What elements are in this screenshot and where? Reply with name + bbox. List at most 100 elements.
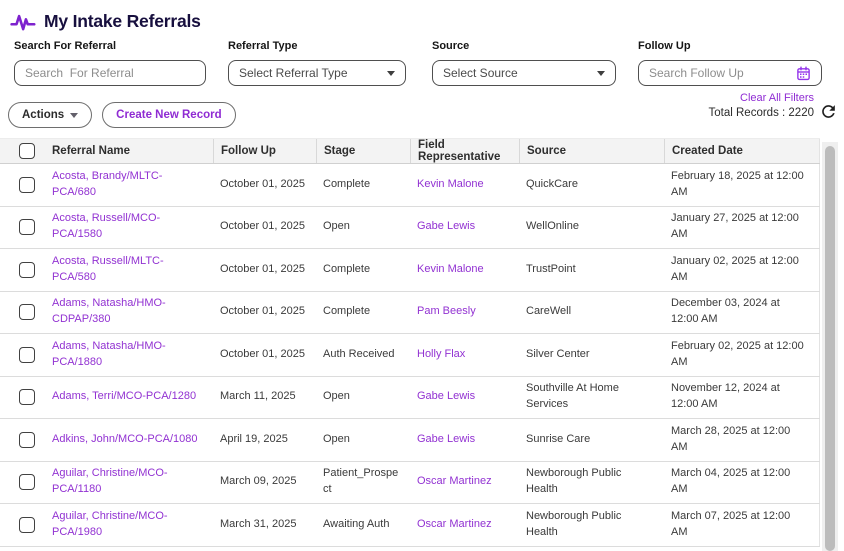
field-representative-link[interactable]: Gabe Lewis: [417, 432, 476, 445]
follow-up-cell: March 11, 2025: [220, 390, 296, 403]
table-row: Aguilar, Christine/MCO-PCA/1180 March 09…: [0, 461, 820, 504]
referral-type-label: Referral Type: [228, 40, 298, 52]
search-referral-label: Search For Referral: [14, 40, 117, 52]
table-row: Adams, Natasha/HMO-PCA/1880 October 01, …: [0, 334, 820, 377]
field-representative-link[interactable]: Kevin Malone: [417, 262, 484, 275]
source-label: Source: [432, 40, 470, 52]
created-date-cell: March 04, 2025 at 12:00 AM: [664, 461, 820, 503]
row-checkbox[interactable]: [19, 304, 35, 321]
created-date-cell: February 02, 2025 at 12:00 AM: [664, 334, 820, 376]
table-row: Acosta, Russell/MLTC-PCA/580 October 01,…: [0, 249, 820, 292]
field-representative-link[interactable]: Gabe Lewis: [417, 390, 476, 403]
filter-bar: Search For Referral Referral Type Select…: [0, 40, 844, 86]
follow-up-input[interactable]: [649, 66, 796, 80]
follow-up-cell: October 01, 2025: [220, 220, 306, 233]
column-header-field-representative[interactable]: Field Representative: [410, 139, 519, 163]
total-records-text: Total Records : 2220: [708, 107, 814, 119]
referral-type-value: Select Referral Type: [239, 66, 348, 80]
actions-button[interactable]: Actions: [8, 102, 93, 128]
follow-up-cell: October 01, 2025: [220, 262, 306, 275]
create-new-record-button[interactable]: Create New Record: [102, 102, 236, 128]
filter-referral-type: Referral Type Select Referral Type: [228, 40, 406, 86]
stage-cell: Auth Received: [323, 347, 395, 360]
referral-name-link[interactable]: Aguilar, Christine/MCO-PCA/1180: [52, 467, 168, 496]
row-checkbox[interactable]: [19, 389, 35, 406]
row-checkbox[interactable]: [19, 474, 35, 491]
row-checkbox[interactable]: [19, 346, 35, 363]
stage-cell: Open: [323, 432, 350, 445]
field-representative-link[interactable]: Oscar Martinez: [417, 475, 492, 488]
source-cell: QuickCare: [526, 177, 578, 190]
source-value: Select Source: [443, 66, 518, 80]
stage-cell: Open: [323, 220, 350, 233]
field-representative-link[interactable]: Gabe Lewis: [417, 220, 476, 233]
referral-name-link[interactable]: Aguilar, Christine/MCO-PCA/1980: [52, 509, 168, 538]
top-bar: My Intake Referrals: [0, 0, 844, 34]
row-checkbox[interactable]: [19, 431, 35, 448]
row-checkbox[interactable]: [19, 516, 35, 533]
source-cell: TrustPoint: [526, 262, 576, 275]
actions-button-label: Actions: [22, 109, 65, 121]
stage-cell: Complete: [323, 177, 371, 190]
stage-cell: Complete: [323, 305, 371, 318]
source-cell: Sunrise Care: [526, 432, 591, 445]
refresh-icon[interactable]: [819, 102, 838, 121]
chevron-down-icon: [70, 112, 79, 118]
column-header-follow-up[interactable]: Follow Up: [213, 139, 316, 163]
filter-follow-up: Follow Up: [638, 40, 822, 86]
column-header-stage[interactable]: Stage: [316, 139, 410, 163]
created-date-cell: March 28, 2025 at 12:00 AM: [664, 419, 820, 461]
field-representative-link[interactable]: Kevin Malone: [417, 177, 484, 190]
create-new-record-label: Create New Record: [116, 109, 222, 121]
row-checkbox[interactable]: [19, 261, 35, 278]
referral-name-link[interactable]: Adkins, John/MCO-PCA/1080: [52, 432, 198, 445]
created-date-cell: December 03, 2024 at 12:00 AM: [664, 291, 820, 333]
select-all-checkbox[interactable]: [19, 143, 35, 159]
scrollbar-thumb[interactable]: [825, 146, 835, 551]
referrals-table: Referral Name Follow Up Stage Field Repr…: [0, 138, 820, 547]
source-cell: Silver Center: [526, 347, 590, 360]
column-header-created-date[interactable]: Created Date: [664, 139, 820, 163]
referral-type-select[interactable]: Select Referral Type: [228, 60, 406, 86]
toolbar-row: Actions Create New Record Clear All Filt…: [0, 86, 844, 128]
field-representative-link[interactable]: Holly Flax: [417, 347, 466, 360]
source-cell: Newborough Public Health: [526, 467, 622, 496]
follow-up-label: Follow Up: [638, 40, 691, 52]
field-representative-link[interactable]: Oscar Martinez: [417, 517, 492, 530]
referral-name-link[interactable]: Adams, Terri/MCO-PCA/1280: [52, 390, 197, 403]
table-row: Adams, Natasha/HMO-CDPAP/380 October 01,…: [0, 291, 820, 334]
vertical-scrollbar[interactable]: [822, 142, 838, 551]
field-representative-link[interactable]: Pam Beesly: [417, 305, 476, 318]
source-cell: Southville At Home Services: [526, 382, 619, 411]
referral-name-link[interactable]: Acosta, Russell/MCO-PCA/1580: [52, 212, 161, 241]
row-checkbox[interactable]: [19, 176, 35, 193]
referral-name-link[interactable]: Adams, Natasha/HMO-CDPAP/380: [52, 297, 166, 326]
source-cell: WellOnline: [526, 220, 579, 233]
filter-source: Source Select Source: [432, 40, 616, 86]
created-date-cell: February 18, 2025 at 12:00 AM: [664, 164, 820, 206]
stage-cell: Complete: [323, 262, 371, 275]
clear-all-filters-link[interactable]: Clear All Filters: [740, 92, 814, 104]
table-row: Acosta, Russell/MCO-PCA/1580 October 01,…: [0, 206, 820, 249]
stage-cell: Open: [323, 390, 350, 403]
referral-name-link[interactable]: Acosta, Brandy/MLTC-PCA/680: [52, 169, 163, 198]
column-header-referral-name[interactable]: Referral Name: [52, 145, 130, 157]
referral-name-link[interactable]: Acosta, Russell/MLTC-PCA/580: [52, 254, 164, 283]
search-referral-input[interactable]: [25, 66, 195, 80]
created-date-cell: November 12, 2024 at 12:00 AM: [664, 376, 820, 418]
stage-cell: Awaiting Auth: [323, 517, 390, 530]
chevron-down-icon: [597, 70, 605, 76]
column-header-source[interactable]: Source: [519, 139, 664, 163]
source-select[interactable]: Select Source: [432, 60, 616, 86]
page-title: My Intake Referrals: [44, 10, 201, 31]
filter-search-referral: Search For Referral: [14, 40, 206, 86]
source-cell: CareWell: [526, 305, 572, 318]
follow-up-cell: October 01, 2025: [220, 305, 306, 318]
row-checkbox[interactable]: [19, 219, 35, 236]
table-header-row: Referral Name Follow Up Stage Field Repr…: [0, 138, 820, 164]
calendar-icon[interactable]: [796, 65, 811, 81]
table-row: Acosta, Brandy/MLTC-PCA/680 October 01, …: [0, 164, 820, 207]
follow-up-cell: October 01, 2025: [220, 347, 306, 360]
table-row: Adkins, John/MCO-PCA/1080 April 19, 2025…: [0, 419, 820, 462]
referral-name-link[interactable]: Adams, Natasha/HMO-PCA/1880: [52, 339, 166, 368]
